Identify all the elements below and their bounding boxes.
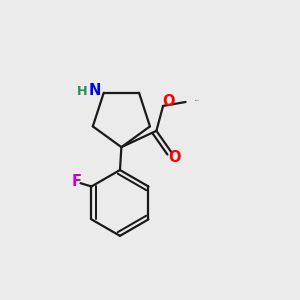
Text: O: O (168, 150, 180, 165)
Text: H: H (77, 85, 88, 98)
Text: F: F (71, 175, 81, 190)
Text: O: O (162, 94, 175, 109)
Text: N: N (89, 83, 101, 98)
Text: methyl: methyl (195, 99, 200, 101)
